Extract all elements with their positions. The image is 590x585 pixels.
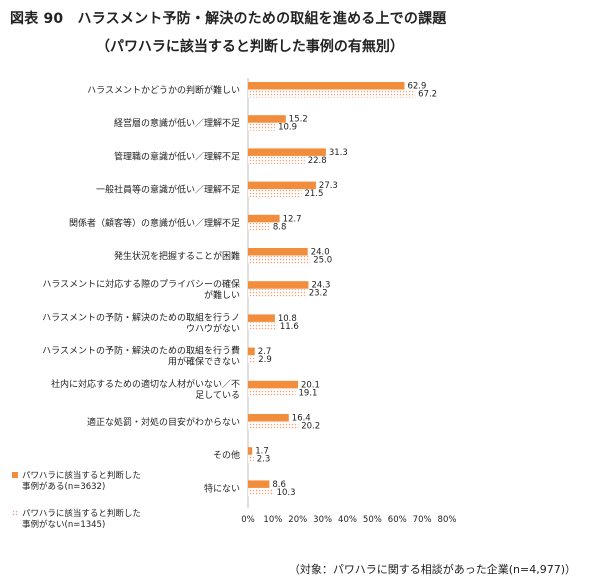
bar-without-case-8	[248, 355, 256, 364]
value-label-without-case-4: 8.8	[273, 222, 287, 232]
bar-with-case-7	[248, 314, 275, 322]
bar-with-case-12	[248, 480, 270, 488]
sample-note: （対象：パワハラに関する相談があった企業(n=4,977)）	[288, 563, 576, 576]
value-label-without-case-0: 67.2	[418, 90, 437, 100]
category-label-3: 一般社員等の意識が低い／理解不足	[96, 184, 240, 196]
category-label-11: その他	[213, 449, 240, 461]
category-label-5: 発生状況を把握することが困難	[114, 250, 240, 262]
category-label-9-line-1: 社内に対応するための適切な人材がいない／不	[51, 378, 240, 390]
bar-without-case-11	[248, 455, 254, 463]
bar-with-case-2	[248, 148, 326, 156]
category-label-10: 適正な処罰・対処の目安がわからない	[87, 416, 240, 428]
category-label-9-line-2: 足している	[195, 390, 240, 401]
legend-label-0-line-2: 事例がある(n=3632)	[22, 481, 105, 492]
value-label-without-case-9: 19.1	[299, 388, 318, 398]
category-label-1: 経営層の意識が低い／理解不足	[114, 117, 240, 129]
legend-label-1-line-1: パワハラに該当すると判断した	[22, 508, 141, 519]
value-label-with-case-3: 27.3	[319, 181, 338, 191]
x-tick-3: 30%	[313, 515, 332, 525]
bar-with-case-5	[248, 248, 308, 256]
x-tick-2: 20%	[288, 515, 307, 525]
bar-without-case-2	[248, 156, 305, 164]
value-label-with-case-2: 31.3	[329, 148, 348, 158]
value-label-without-case-11: 2.3	[257, 455, 271, 465]
category-label-8-line-1: ハラスメントの予防・解決のための取組を行う費	[42, 345, 240, 357]
bar-without-case-4	[248, 222, 270, 231]
x-tick-7: 70%	[413, 515, 432, 525]
bar-without-case-3	[248, 189, 302, 198]
value-label-with-case-1: 15.2	[289, 115, 308, 125]
value-label-with-case-12: 8.6	[272, 480, 286, 490]
category-label-6-line-2: が難しい	[204, 289, 240, 301]
bar-without-case-1	[248, 123, 276, 131]
value-label-with-case-8: 2.7	[258, 347, 272, 357]
bar-with-case-11	[248, 447, 253, 455]
value-label-without-case-5: 25.0	[313, 256, 332, 266]
chart-title: 図表 90 ハラスメント予防・解決のための取組を進める上での課題	[10, 11, 447, 27]
legend-label-1-line-2: 事例がない(n=1345)	[22, 519, 105, 530]
x-tick-1: 10%	[263, 515, 282, 525]
value-label-with-case-9: 20.1	[301, 380, 320, 390]
bar-without-case-7	[248, 322, 277, 330]
value-label-without-case-10: 20.2	[301, 422, 320, 432]
bar-with-case-9	[248, 380, 298, 389]
bar-with-case-8	[248, 347, 255, 356]
value-label-with-case-0: 62.9	[407, 82, 426, 92]
legend-swatch-1	[12, 510, 18, 516]
value-label-without-case-3: 21.5	[304, 189, 323, 199]
category-label-2: 管理職の意識が低い／理解不足	[114, 150, 240, 162]
category-label-4: 関係者（顧客等）の意識が低い／理解不足	[69, 217, 240, 229]
bar-without-case-0	[248, 90, 416, 98]
value-label-without-case-1: 10.9	[278, 123, 297, 133]
category-label-12: 特にない	[204, 482, 240, 494]
x-tick-0: 0%	[241, 515, 255, 525]
x-tick-8: 80%	[438, 515, 457, 525]
category-label-0: ハラスメントかどうかの判断が難しい	[87, 84, 240, 96]
legend-label-0-line-1: パワハラに該当すると判断した	[22, 470, 141, 481]
x-tick-6: 60%	[388, 515, 407, 525]
value-label-without-case-7: 11.6	[280, 322, 299, 332]
value-label-without-case-8: 2.9	[258, 355, 272, 365]
legend-swatch-0	[12, 472, 18, 478]
value-label-without-case-2: 22.8	[308, 156, 327, 166]
category-label-8-line-2: 用が確保できない	[168, 356, 240, 368]
x-tick-5: 50%	[363, 515, 382, 525]
value-label-with-case-11: 1.7	[255, 447, 269, 457]
value-label-with-case-4: 12.7	[283, 214, 302, 224]
bar-with-case-10	[248, 414, 289, 422]
bar-with-case-6	[248, 281, 309, 289]
value-label-with-case-6: 24.3	[311, 281, 330, 291]
bar-without-case-6	[248, 289, 306, 297]
value-label-without-case-6: 23.2	[309, 289, 328, 299]
chart-subtitle: （パワハラに該当すると判断した事例の有無別）	[96, 39, 404, 55]
bar-without-case-9	[248, 388, 296, 397]
value-label-with-case-5: 24.0	[311, 248, 330, 258]
category-label-7-line-1: ハラスメントの予防・解決のための取組を行うノ	[42, 311, 240, 323]
category-label-6-line-1: ハラスメントに対応する際のプライバシーの確保	[42, 278, 240, 290]
bar-with-case-3	[248, 181, 316, 190]
bar-without-case-10	[248, 422, 299, 430]
bar-with-case-4	[248, 214, 280, 223]
category-label-7-line-2: ウハウがない	[186, 322, 240, 334]
value-label-with-case-10: 16.4	[292, 414, 311, 424]
bar-with-case-0	[248, 82, 405, 90]
bar-without-case-5	[248, 256, 311, 264]
value-label-with-case-7: 10.8	[278, 314, 297, 324]
bar-without-case-12	[248, 488, 274, 496]
x-tick-4: 40%	[338, 515, 357, 525]
bar-with-case-1	[248, 115, 286, 123]
value-label-without-case-12: 10.3	[277, 488, 296, 498]
